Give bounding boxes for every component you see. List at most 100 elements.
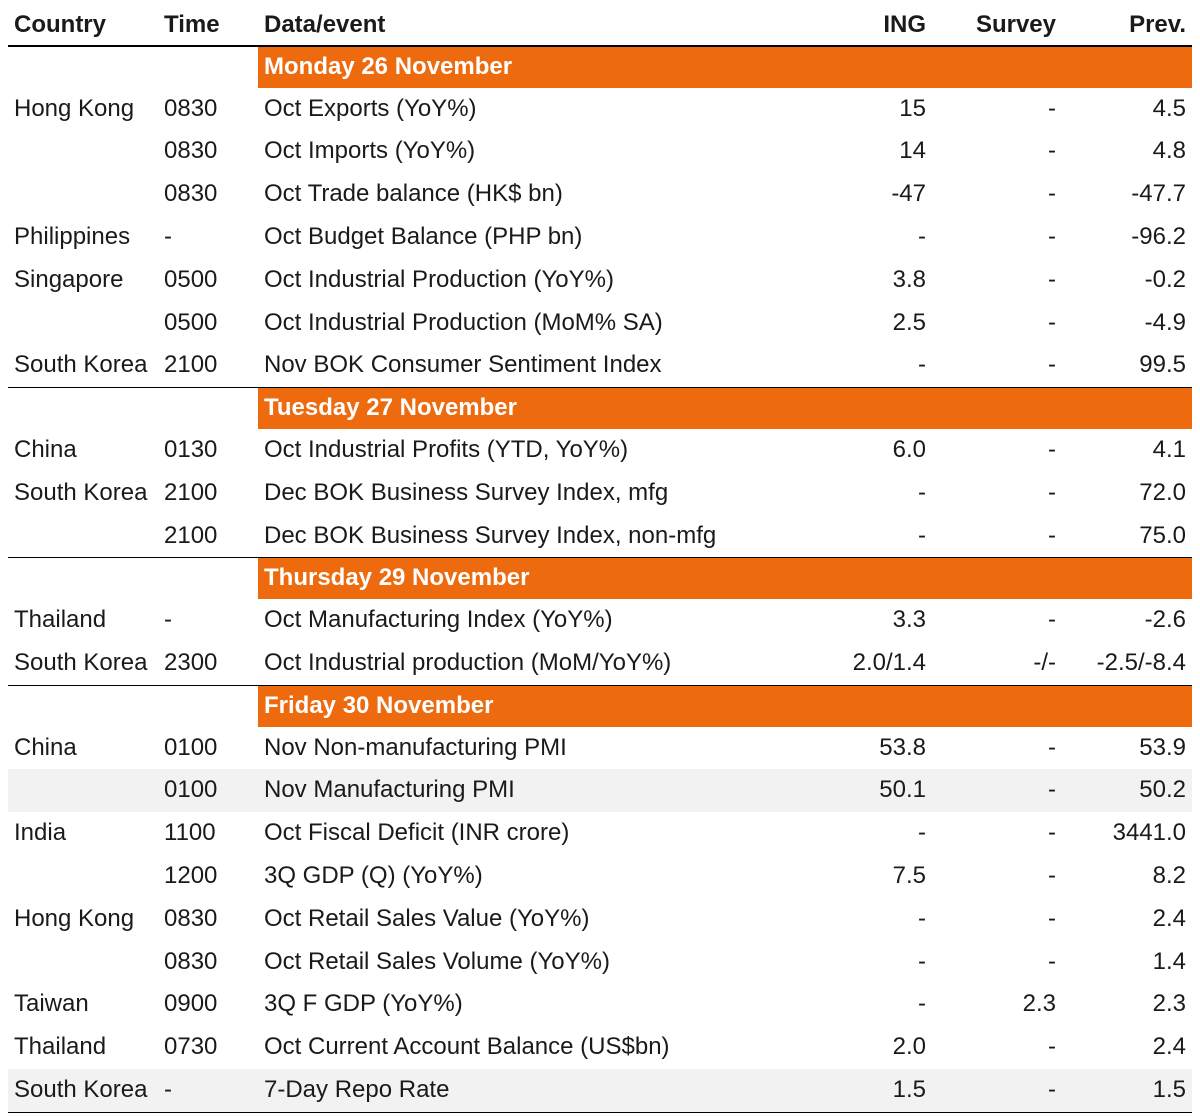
cell-ing: 50.1 <box>802 769 932 812</box>
day-header-row: Tuesday 27 November <box>8 388 1192 429</box>
cell-prev: 8.2 <box>1062 855 1192 898</box>
cell-event: Oct Retail Sales Volume (YoY%) <box>258 941 802 984</box>
cell-ing: 7.5 <box>802 855 932 898</box>
table-row: 12003Q GDP (Q) (YoY%)7.5-8.2 <box>8 855 1192 898</box>
day-header-cell <box>932 46 1062 88</box>
cell-prev: 4.1 <box>1062 429 1192 472</box>
table-row: 0830Oct Trade balance (HK$ bn)-47--47.7 <box>8 173 1192 216</box>
cell-country: India <box>8 812 158 855</box>
table-row: Philippines-Oct Budget Balance (PHP bn)-… <box>8 216 1192 259</box>
cell-ing: 15 <box>802 88 932 131</box>
day-header-blank <box>158 558 258 599</box>
day-header-cell <box>1062 388 1192 429</box>
table-row: Hong Kong0830Oct Retail Sales Value (YoY… <box>8 898 1192 941</box>
cell-event: Oct Imports (YoY%) <box>258 130 802 173</box>
cell-time: - <box>158 216 258 259</box>
cell-survey: - <box>932 302 1062 345</box>
table-row: 0500Oct Industrial Production (MoM% SA)2… <box>8 302 1192 345</box>
cell-event: 7-Day Repo Rate <box>258 1069 802 1112</box>
column-header-row: Country Time Data/event ING Survey Prev. <box>8 4 1192 46</box>
cell-time: 0830 <box>158 88 258 131</box>
day-header-cell <box>802 558 932 599</box>
table-row: 0830Oct Retail Sales Volume (YoY%)--1.4 <box>8 941 1192 984</box>
day-header-blank <box>158 46 258 88</box>
cell-country <box>8 769 158 812</box>
table-row: South Korea2300Oct Industrial production… <box>8 642 1192 685</box>
cell-survey: -/- <box>932 642 1062 685</box>
table-row: Hong Kong0830Oct Exports (YoY%)15-4.5 <box>8 88 1192 131</box>
cell-event: Oct Manufacturing Index (YoY%) <box>258 599 802 642</box>
cell-prev: 99.5 <box>1062 344 1192 387</box>
table-row: 2100Dec BOK Business Survey Index, non-m… <box>8 515 1192 558</box>
cell-ing: - <box>802 898 932 941</box>
cell-ing: 53.8 <box>802 727 932 770</box>
cell-country: Taiwan <box>8 983 158 1026</box>
cell-prev: 1.4 <box>1062 941 1192 984</box>
cell-time: 1100 <box>158 812 258 855</box>
cell-time: 0130 <box>158 429 258 472</box>
cell-time: 0100 <box>158 727 258 770</box>
cell-prev: 53.9 <box>1062 727 1192 770</box>
cell-prev: -2.6 <box>1062 599 1192 642</box>
cell-event: Oct Budget Balance (PHP bn) <box>258 216 802 259</box>
cell-event: Dec BOK Business Survey Index, mfg <box>258 472 802 515</box>
cell-time: 2100 <box>158 344 258 387</box>
cell-event: Nov Non-manufacturing PMI <box>258 727 802 770</box>
cell-event: 3Q GDP (Q) (YoY%) <box>258 855 802 898</box>
cell-time: - <box>158 599 258 642</box>
cell-time: 1200 <box>158 855 258 898</box>
cell-survey: 2.3 <box>932 983 1062 1026</box>
cell-survey: - <box>932 1026 1062 1069</box>
cell-country <box>8 855 158 898</box>
cell-country <box>8 173 158 216</box>
table-row: Singapore0500Oct Industrial Production (… <box>8 259 1192 302</box>
cell-prev: -2.5/-8.4 <box>1062 642 1192 685</box>
cell-country <box>8 941 158 984</box>
col-survey: Survey <box>932 4 1062 46</box>
table-row: South Korea2100Nov BOK Consumer Sentimen… <box>8 344 1192 387</box>
col-ing: ING <box>802 4 932 46</box>
cell-prev: 4.5 <box>1062 88 1192 131</box>
cell-ing: - <box>802 983 932 1026</box>
table-row: 0830Oct Imports (YoY%)14-4.8 <box>8 130 1192 173</box>
cell-ing: 6.0 <box>802 429 932 472</box>
day-header-cell <box>1062 46 1192 88</box>
cell-country: South Korea <box>8 1069 158 1112</box>
cell-event: 3Q F GDP (YoY%) <box>258 983 802 1026</box>
day-header-cell <box>932 685 1062 726</box>
table-row: China0130Oct Industrial Profits (YTD, Yo… <box>8 429 1192 472</box>
cell-country <box>8 130 158 173</box>
day-header-cell <box>1062 558 1192 599</box>
cell-prev: 1.5 <box>1062 1069 1192 1112</box>
cell-country: China <box>8 727 158 770</box>
cell-event: Oct Fiscal Deficit (INR crore) <box>258 812 802 855</box>
day-header-title: Monday 26 November <box>258 46 802 88</box>
cell-survey: - <box>932 344 1062 387</box>
cell-prev: 2.4 <box>1062 1026 1192 1069</box>
cell-survey: - <box>932 855 1062 898</box>
day-header-title: Thursday 29 November <box>258 558 802 599</box>
day-header-blank <box>158 388 258 429</box>
cell-time: 0830 <box>158 898 258 941</box>
day-header-row: Friday 30 November <box>8 685 1192 726</box>
cell-time: 2100 <box>158 515 258 558</box>
day-header-cell <box>1062 685 1192 726</box>
table-row: 0100Nov Manufacturing PMI50.1-50.2 <box>8 769 1192 812</box>
cell-prev: -0.2 <box>1062 259 1192 302</box>
cell-survey: - <box>932 259 1062 302</box>
cell-survey: - <box>932 173 1062 216</box>
cell-time: 0830 <box>158 173 258 216</box>
cell-ing: 3.8 <box>802 259 932 302</box>
cell-prev: 4.8 <box>1062 130 1192 173</box>
day-header-blank <box>8 388 158 429</box>
day-header-row: Monday 26 November <box>8 46 1192 88</box>
day-header-title: Friday 30 November <box>258 685 802 726</box>
cell-ing: - <box>802 515 932 558</box>
cell-event: Nov BOK Consumer Sentiment Index <box>258 344 802 387</box>
day-header-cell <box>802 388 932 429</box>
cell-ing: - <box>802 216 932 259</box>
cell-event: Nov Manufacturing PMI <box>258 769 802 812</box>
table-row: India1100Oct Fiscal Deficit (INR crore)-… <box>8 812 1192 855</box>
cell-prev: 2.4 <box>1062 898 1192 941</box>
col-time: Time <box>158 4 258 46</box>
